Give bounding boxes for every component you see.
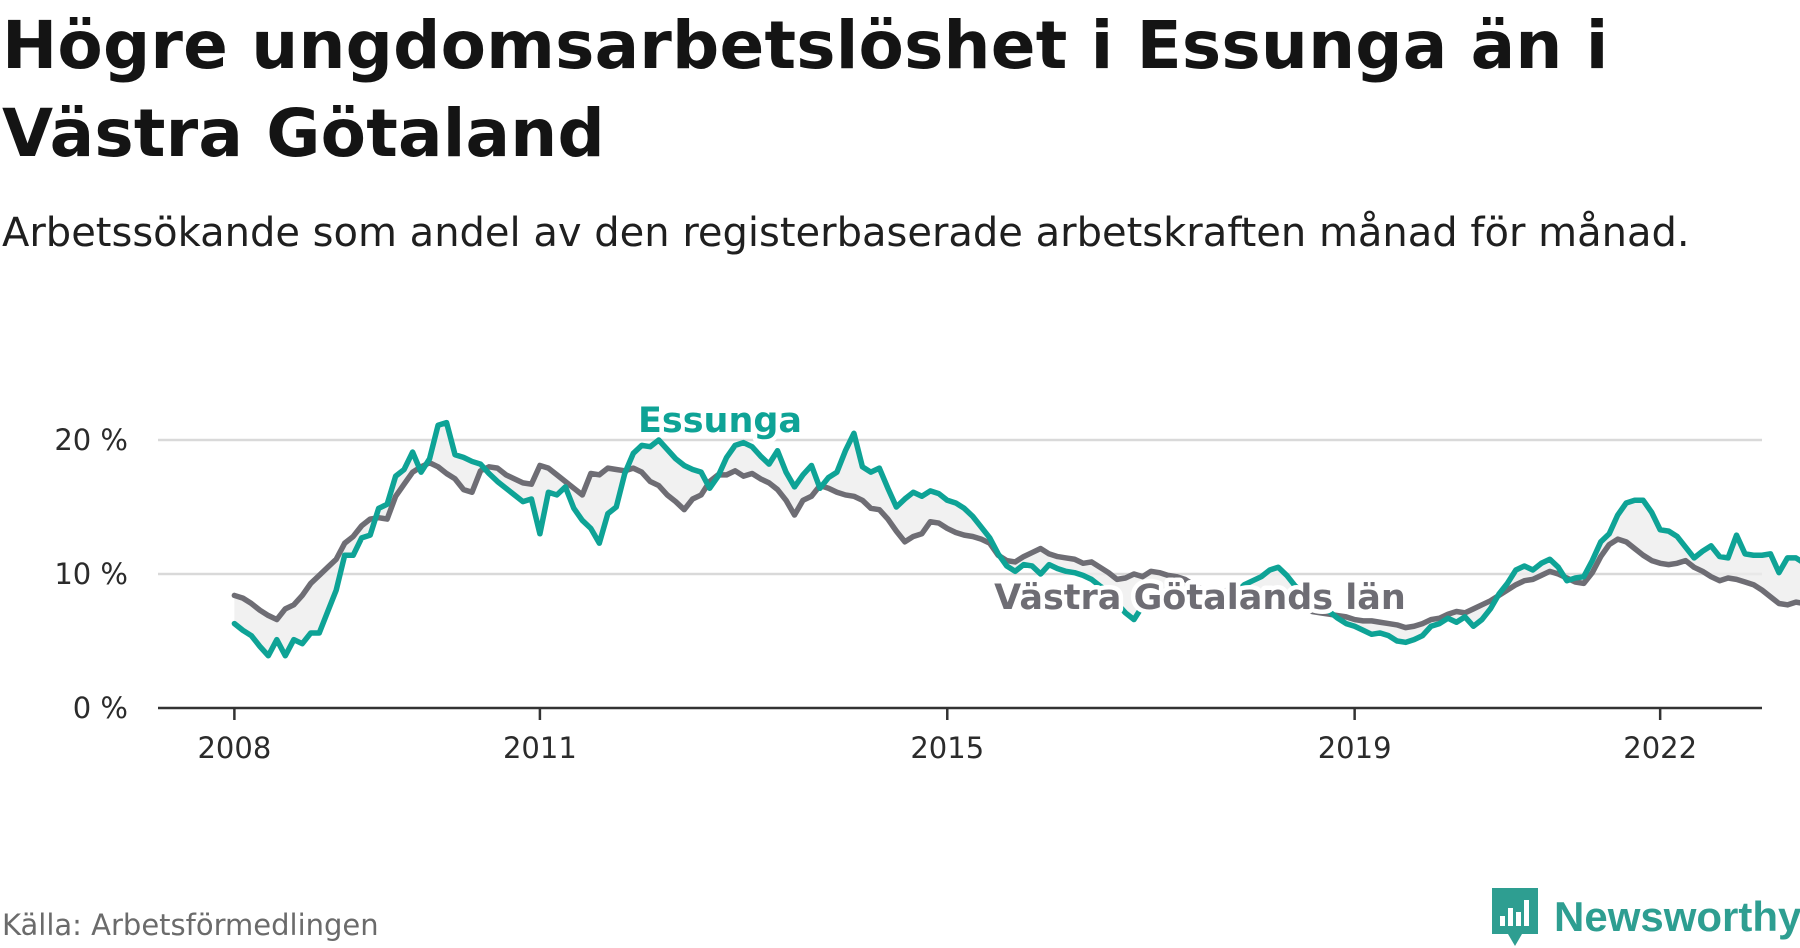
bar-chart-icon (1492, 888, 1538, 946)
y-tick-label: 20 % (54, 423, 128, 457)
x-tick-label: 2022 (1623, 731, 1697, 765)
source-note: Källa: Arbetsförmedlingen (2, 908, 379, 942)
series-label-essunga: Essunga (638, 401, 802, 441)
x-tick-label: 2011 (503, 731, 577, 765)
brand-logo: Newsworthy (1490, 886, 1800, 948)
series-line-essunga (231, 419, 1800, 659)
chart-subtitle: Arbetssökande som andel av den registerb… (2, 210, 1690, 256)
y-tick-label: 0 % (73, 691, 128, 725)
brand-name: Newsworthy (1554, 893, 1800, 940)
x-tick-label: 2008 (197, 731, 271, 765)
y-tick-label: 10 % (54, 557, 128, 591)
chart-title: Högre ungdomsarbetslöshet i Essunga än i… (2, 7, 1609, 172)
series-label-vastra-gotalands-lan: Västra Götalands län (994, 578, 1406, 618)
x-tick-label: 2019 (1318, 731, 1392, 765)
series-line-vastra-gotalands-lan (231, 460, 1800, 631)
x-tick-label: 2015 (910, 731, 984, 765)
